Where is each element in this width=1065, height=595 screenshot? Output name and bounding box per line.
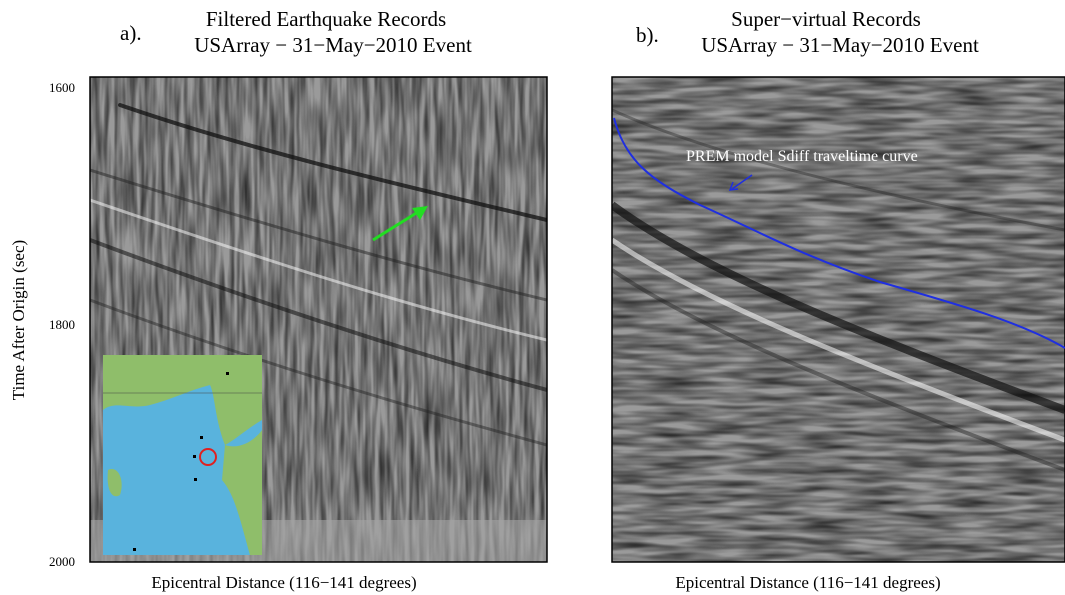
y-axis-label: Time After Origin (sec) <box>9 240 28 400</box>
panel-tag: a). <box>120 21 142 45</box>
annotation: PREM model Sdiff traveltime curve <box>686 148 918 165</box>
x-axis-label: Epicentral Distance (116−141 degrees) <box>151 573 416 592</box>
y-tick-label: 2000 <box>49 554 75 569</box>
map-inset <box>103 355 262 555</box>
x-axis-label: Epicentral Distance (116−141 degrees) <box>675 573 940 592</box>
panel-title: Super−virtual Records <box>731 7 921 31</box>
y-tick-label: 1600 <box>49 80 75 95</box>
seismic-image-b <box>612 77 1065 562</box>
panel-title: Filtered Earthquake Records <box>206 7 446 31</box>
panel-subtitle: USArray − 31−May−2010 Event <box>194 33 472 57</box>
y-tick-label: 1800 <box>49 317 75 332</box>
panel-subtitle: USArray − 31−May−2010 Event <box>701 33 979 57</box>
panel-tag: b). <box>636 23 659 47</box>
y-ticks: 1600 1800 2000 <box>49 80 75 569</box>
